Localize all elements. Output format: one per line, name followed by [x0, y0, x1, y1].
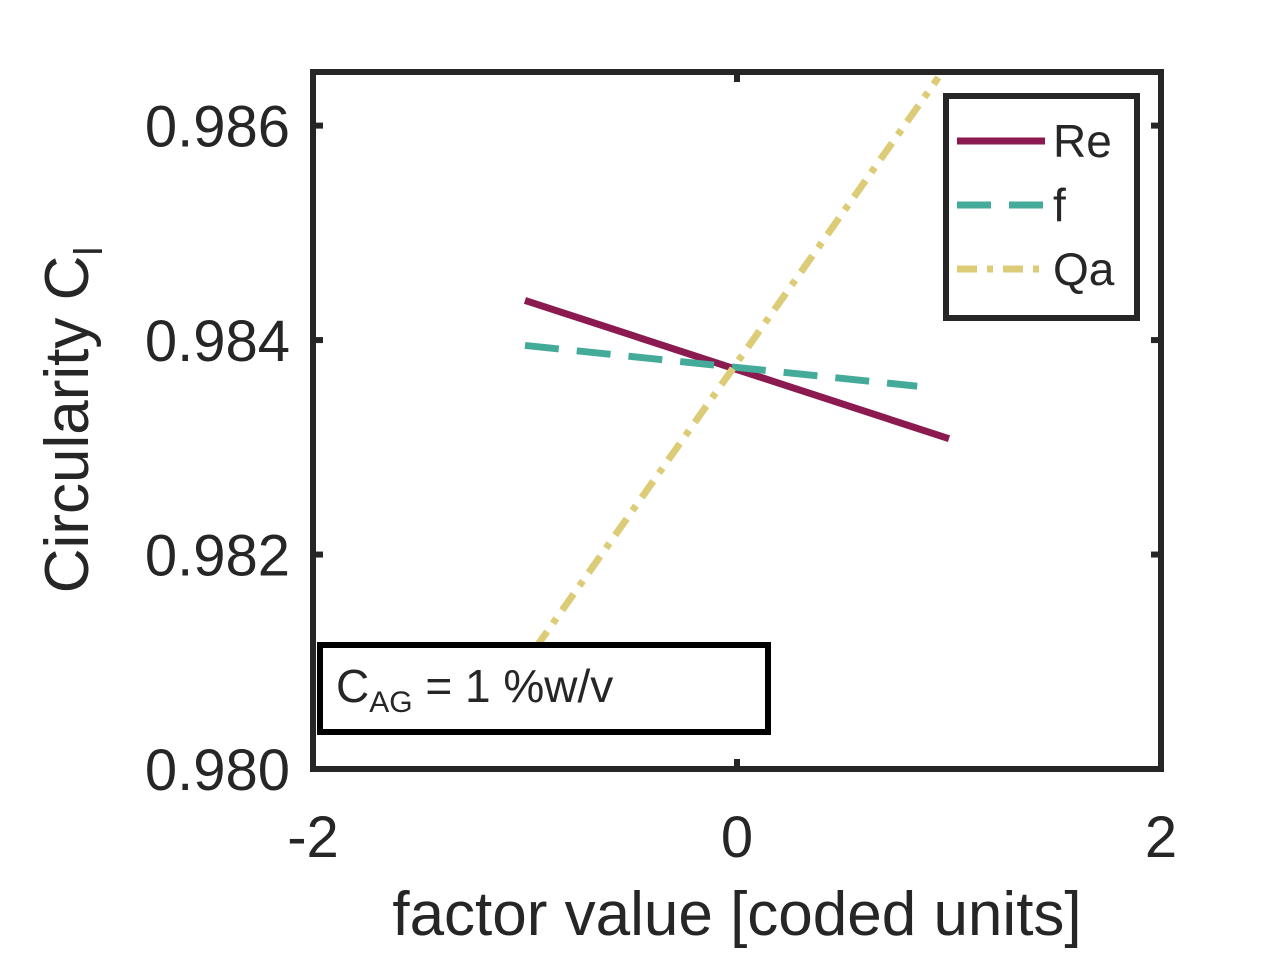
x-axis-label: factor value [coded units]	[392, 880, 1081, 949]
annotation-rest: = 1 %w/v	[413, 660, 614, 712]
y-tick-label: 0.986	[145, 95, 290, 160]
legend-item-re: Re	[957, 115, 1112, 167]
x-tick-label: 2	[1145, 805, 1177, 870]
legend-item-f: f	[957, 179, 1066, 231]
y-axis-label-sub: l	[67, 247, 111, 256]
legend: Re f Qa	[943, 93, 1140, 321]
series-layer	[523, 75, 951, 650]
annotation-main: C	[336, 660, 369, 712]
y-tick-label: 0.982	[145, 524, 290, 589]
annotation-box: CAG = 1 %w/v	[317, 642, 771, 735]
legend-label: Qa	[1053, 243, 1115, 295]
ticks-layer: -2 0 2 0.980 0.982 0.984 0.986	[145, 72, 1177, 870]
legend-label: f	[1053, 179, 1066, 231]
legend-item-qa: Qa	[957, 243, 1115, 295]
legend-label: Re	[1053, 115, 1112, 167]
series-line-qa	[532, 75, 942, 650]
series-line-f	[524, 341, 918, 390]
annotation-sub: AG	[369, 686, 412, 719]
y-tick-label: 0.980	[145, 738, 290, 803]
y-axis-label: Circularity Cl	[33, 247, 111, 593]
legend-items: Re f Qa	[957, 115, 1115, 295]
annotation-text: CAG = 1 %w/v	[336, 660, 613, 719]
x-tick-label: 0	[721, 805, 753, 870]
y-tick-label: 0.984	[145, 309, 290, 374]
y-axis-label-main: Circularity C	[33, 256, 102, 594]
x-tick-label: -2	[287, 805, 339, 870]
annotation-frame	[317, 642, 771, 735]
